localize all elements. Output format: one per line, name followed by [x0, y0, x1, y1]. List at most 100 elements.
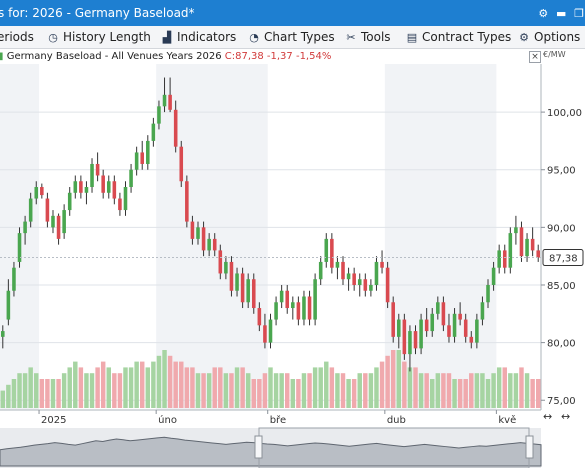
- volume-bar: [396, 350, 402, 408]
- close-chart-button[interactable]: ×: [529, 51, 541, 63]
- volume-bar: [285, 373, 290, 408]
- candle: [508, 227, 513, 274]
- volume-bar: [11, 379, 17, 408]
- candle: [525, 233, 529, 262]
- candle: [307, 290, 312, 326]
- candle-body: [246, 279, 250, 303]
- volume-bar: [435, 373, 441, 408]
- candle-body: [291, 302, 295, 309]
- volume-bar: [390, 350, 396, 408]
- scroll-right-arrows-icon[interactable]: ↔: [561, 410, 570, 423]
- volume-bar: [430, 379, 435, 408]
- candle-body: [396, 319, 401, 337]
- restore-icon[interactable]: ❐: [574, 7, 584, 20]
- minimize-icon[interactable]: ▬: [555, 7, 567, 20]
- chart-title: Germany Baseload - All Venues Years 2026: [6, 51, 222, 62]
- candle: [374, 256, 379, 291]
- volume-bar: [190, 367, 195, 408]
- candle-body: [106, 181, 111, 193]
- candle: [302, 290, 306, 326]
- candle: [40, 183, 44, 199]
- volume-bar: [301, 373, 307, 408]
- candle: [463, 313, 468, 343]
- candle: [436, 296, 440, 320]
- candle: [452, 308, 457, 343]
- overview-area: [0, 436, 542, 467]
- volume-bar: [78, 367, 84, 408]
- volume-bar: [374, 367, 379, 408]
- volume-bar: [335, 373, 340, 408]
- candle: [179, 140, 184, 188]
- volume-bar: [22, 373, 28, 408]
- candle: [469, 331, 474, 349]
- candle-body: [296, 302, 301, 320]
- pie-chart-icon: ◔: [249, 31, 259, 44]
- candle-body: [408, 331, 412, 355]
- periods-button[interactable]: eriods: [0, 30, 34, 44]
- tools-button[interactable]: ✂ Tools: [344, 26, 390, 48]
- candle-body: [162, 94, 167, 107]
- volume-bar: [469, 373, 474, 408]
- candle-body: [45, 198, 50, 222]
- y-axis: 75,00 80,00 85,00 90,00 95,00 100,00: [541, 108, 582, 407]
- candle: [346, 267, 351, 291]
- candle-body: [112, 181, 117, 199]
- gear-icon[interactable]: ⚙: [538, 7, 549, 20]
- series-marker-icon: ▮: [0, 51, 4, 62]
- candle-body: [123, 187, 128, 211]
- volume-bar: [106, 367, 111, 408]
- volume-bar: [112, 373, 117, 408]
- candle-body: [6, 290, 11, 320]
- candle-body: [475, 319, 479, 343]
- candle: [251, 273, 256, 314]
- contract-types-button[interactable]: ▤ Contract Types: [405, 26, 511, 48]
- navigator-right-handle[interactable]: [525, 435, 534, 459]
- history-length-button[interactable]: ◷ History Length: [46, 26, 151, 48]
- candle: [408, 325, 412, 372]
- candlesticks: [1, 77, 540, 372]
- candle-body: [224, 261, 228, 274]
- volume-bar: [340, 373, 346, 408]
- volume-bar: [134, 361, 139, 408]
- volume-bars: [0, 350, 541, 408]
- volume-bar: [463, 379, 468, 408]
- volume-bar: [407, 367, 413, 408]
- options-button[interactable]: ⚙ Options: [517, 26, 580, 48]
- volume-bar: [61, 373, 67, 408]
- candle: [140, 140, 145, 170]
- volume-bar: [167, 355, 173, 408]
- candle-body: [324, 238, 329, 262]
- last-price-box: [542, 249, 584, 267]
- candle-body: [424, 319, 429, 332]
- candle-body: [151, 123, 156, 141]
- candle-body: [285, 290, 290, 309]
- candle: [106, 175, 111, 199]
- candle: [1, 325, 5, 349]
- candle-body: [374, 261, 379, 285]
- candle: [441, 296, 446, 332]
- volume-bar: [496, 367, 502, 408]
- window-title: s for: 2026 - Germany Baseload*: [0, 6, 195, 20]
- navigator-left-handle[interactable]: [254, 435, 263, 459]
- chart-quote: C:87,38 -1,37 -1,54%: [224, 51, 332, 62]
- volume-bar: [95, 367, 100, 408]
- volume-bar: [363, 373, 368, 408]
- chart-types-button[interactable]: ◔ Chart Types: [247, 26, 334, 48]
- candle-body: [268, 319, 273, 343]
- candle-body: [274, 302, 278, 320]
- candle: [45, 192, 50, 228]
- candle: [413, 325, 418, 355]
- volume-bar: [251, 379, 256, 408]
- candle: [285, 284, 290, 314]
- candle-body: [469, 336, 474, 343]
- candle: [447, 313, 451, 343]
- volume-bar: [296, 379, 301, 408]
- indicators-button[interactable]: ▟ Indicators: [160, 26, 237, 48]
- volume-bar: [513, 373, 519, 408]
- scroll-left-arrows-icon[interactable]: ↔: [543, 410, 552, 423]
- candle-body: [190, 221, 195, 239]
- candle: [491, 261, 496, 291]
- volume-bar: [6, 384, 11, 408]
- candle-body: [486, 284, 490, 303]
